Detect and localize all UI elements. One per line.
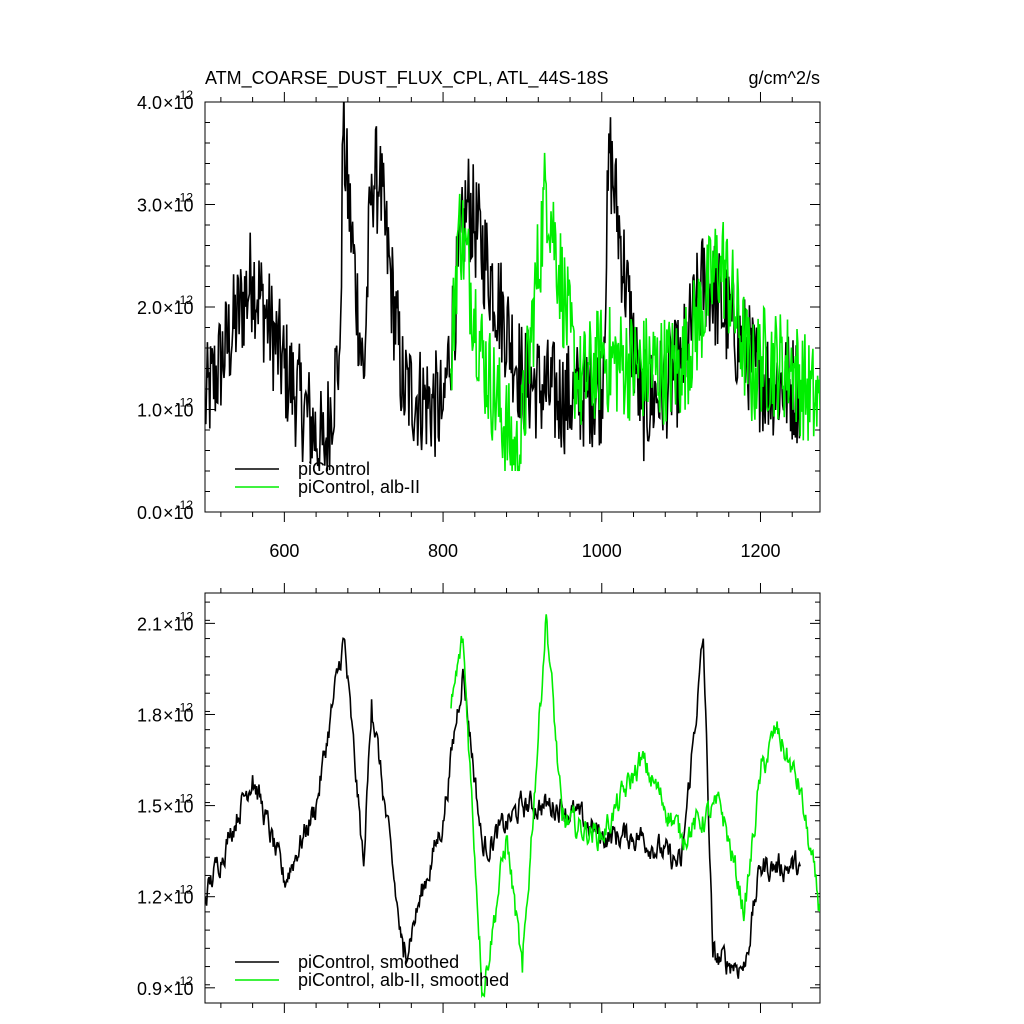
y-tick-label: 1.2: [137, 888, 162, 908]
x-tick-label: 1200: [740, 541, 780, 561]
y-tick-times: ×10: [163, 401, 194, 421]
x-tick-label: 600: [269, 541, 299, 561]
top-panel: 0.0 ×10-121.0 ×10-122.0 ×10-123.0 ×10-124.0 ×…: [137, 88, 821, 561]
y-tick-times: ×10: [163, 503, 194, 523]
legend-label: piControl: [298, 459, 370, 479]
y-tick-times: ×10: [163, 797, 194, 817]
series-line-picontrol: [205, 637, 801, 979]
y-tick-label: 0.9: [137, 979, 162, 999]
y-tick-exponent: -12: [176, 700, 194, 714]
y-tick-label: 2.1: [137, 614, 162, 634]
y-tick-exponent: -12: [176, 88, 194, 102]
series-line-picontrol: [205, 102, 801, 472]
legend-label: piControl, alb-II: [298, 477, 420, 497]
y-tick-times: ×10: [163, 614, 194, 634]
y-tick-exponent: -12: [176, 293, 194, 307]
bottom-panel: 0.9 ×10-121.2 ×10-121.5 ×10-121.8 ×10-122.1 ×…: [137, 583, 821, 1013]
series-line-alb-ii: [450, 152, 820, 472]
y-tick-times: ×10: [163, 705, 194, 725]
y-tick-exponent: -12: [176, 883, 194, 897]
y-tick-label: 1.0: [137, 401, 162, 421]
y-tick-label: 4.0: [137, 93, 162, 113]
series-line-alb-ii: [450, 614, 820, 999]
x-tick-label: 1000: [582, 541, 622, 561]
y-tick-times: ×10: [163, 93, 194, 113]
y-tick-label: 1.8: [137, 705, 162, 725]
chart-units: g/cm^2/s: [749, 68, 820, 88]
y-tick-times: ×10: [163, 298, 194, 318]
legend-label: piControl, smoothed: [298, 952, 459, 972]
y-tick-label: 1.5: [137, 797, 162, 817]
chart-title: ATM_COARSE_DUST_FLUX_CPL, ATL_44S-18S: [205, 68, 609, 89]
y-tick-times: ×10: [163, 196, 194, 216]
y-tick-exponent: -12: [176, 792, 194, 806]
y-tick-label: 0.0: [137, 503, 162, 523]
y-tick-exponent: -12: [176, 609, 194, 623]
y-tick-exponent: -12: [176, 396, 194, 410]
legend-label: piControl, alb-II, smoothed: [298, 970, 509, 990]
y-tick-exponent: -12: [176, 498, 194, 512]
y-tick-label: 2.0: [137, 298, 162, 318]
plot-frame: [204, 592, 821, 1004]
x-tick-label: 800: [428, 541, 458, 561]
y-tick-label: 3.0: [137, 196, 162, 216]
y-tick-times: ×10: [163, 979, 194, 999]
y-tick-exponent: -12: [176, 191, 194, 205]
y-tick-exponent: -12: [176, 974, 194, 988]
y-tick-times: ×10: [163, 888, 194, 908]
